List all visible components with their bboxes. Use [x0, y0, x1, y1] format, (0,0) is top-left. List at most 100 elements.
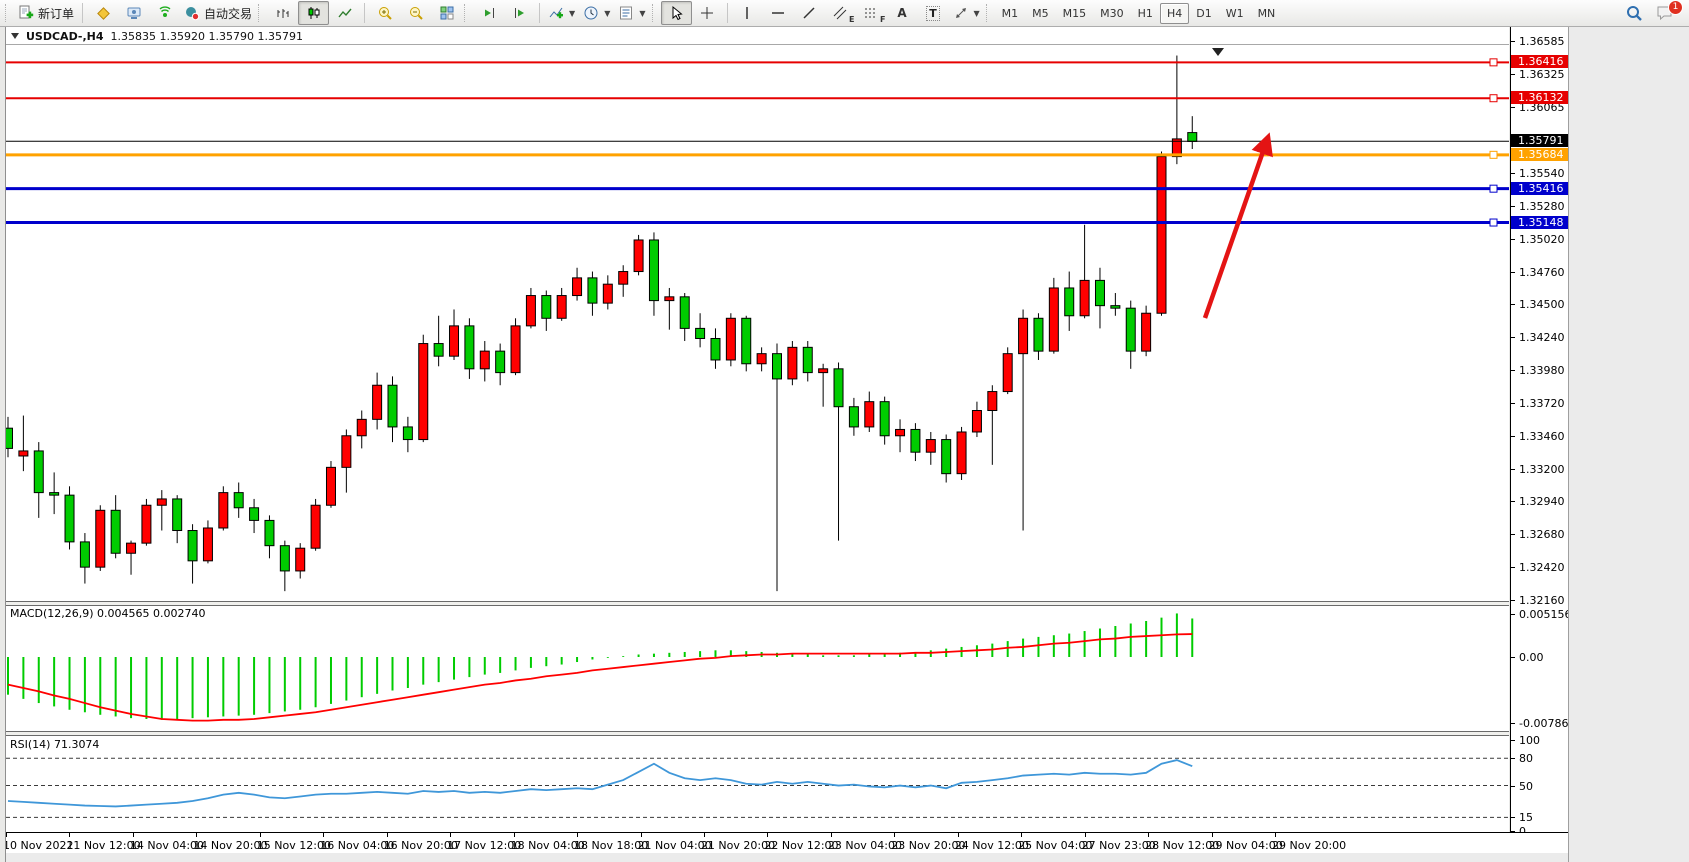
- channel-button[interactable]: E: [825, 1, 856, 25]
- timeframe-w1[interactable]: W1: [1225, 6, 1244, 20]
- templates-button[interactable]: ▼: [614, 1, 649, 25]
- time-tick: [894, 833, 896, 837]
- line-handle[interactable]: [1489, 218, 1498, 227]
- pane-separator[interactable]: [6, 731, 1509, 736]
- new-order-button[interactable]: 新订单: [14, 1, 78, 25]
- signals-button[interactable]: [149, 1, 180, 25]
- zoom-out-button[interactable]: [400, 1, 431, 25]
- tile-windows-button[interactable]: [431, 1, 462, 25]
- horizontal-line-icon: [770, 5, 786, 21]
- candlestick-chart-button[interactable]: [298, 1, 330, 25]
- autotrading-button[interactable]: 自动交易: [180, 1, 256, 25]
- timeframe-m5[interactable]: M5: [1032, 6, 1049, 20]
- chart-canvas[interactable]: MACD(12,26,9) 0.004565 0.002740 RSI(14) 7…: [6, 27, 1509, 832]
- trendline-button[interactable]: [794, 1, 825, 25]
- line-handle[interactable]: [1489, 184, 1498, 193]
- search-button[interactable]: [1618, 1, 1649, 25]
- fibonacci-icon: [863, 5, 879, 21]
- price-axis-label: 1.35280: [1519, 199, 1565, 213]
- toolbar-grip: [464, 4, 469, 22]
- dropdown-caret-icon: ▼: [569, 8, 576, 18]
- time-tick: [703, 833, 705, 837]
- virtual-hosting-button[interactable]: [118, 1, 149, 25]
- crosshair-icon: [699, 5, 715, 21]
- dropdown-caret-icon: ▼: [639, 8, 646, 18]
- line-handle[interactable]: [1489, 150, 1498, 159]
- chart-shift-marker-icon[interactable]: [1212, 48, 1224, 56]
- main-toolbar: 新订单 自动交易 ▼: [0, 0, 1689, 27]
- price-axis-label: 1.34760: [1519, 265, 1565, 279]
- macd-axis-label: 0.005156: [1519, 607, 1572, 621]
- timeframe-h1[interactable]: H1: [1137, 6, 1153, 20]
- line-handle[interactable]: [1489, 58, 1498, 67]
- rsi-axis-label: 80: [1519, 752, 1533, 766]
- axis-tick: [1511, 304, 1515, 306]
- price-axis-label: 1.32420: [1519, 561, 1565, 575]
- time-axis-label: 21 Nov 04:00: [637, 839, 712, 852]
- text-label-button[interactable]: T: [918, 1, 949, 25]
- time-tick: [577, 833, 579, 837]
- price-axis[interactable]: 1.36585 1.36325 1.36065 1.35540 1.35280 1.350…: [1510, 27, 1572, 838]
- fibonacci-letter: F: [880, 15, 886, 24]
- indicators-button[interactable]: ▼: [544, 1, 579, 25]
- pane-separator[interactable]: [6, 601, 1509, 606]
- timeframe-m1[interactable]: M1: [1001, 6, 1019, 20]
- price-axis-label: 1.36325: [1519, 67, 1565, 81]
- axis-tick: [1511, 173, 1515, 174]
- toolbar-grip: [258, 4, 263, 22]
- vertical-line-button[interactable]: [732, 1, 763, 25]
- text-button[interactable]: A: [887, 1, 918, 25]
- timeframe-mn[interactable]: MN: [1257, 6, 1276, 20]
- timeframe-h4[interactable]: H4: [1159, 2, 1190, 24]
- auto-scroll-button[interactable]: [473, 1, 504, 25]
- time-axis-label: 15 Nov 12:00: [256, 839, 331, 852]
- horizontal-line-button[interactable]: [763, 1, 794, 25]
- toolbar-grip: [985, 4, 991, 22]
- autotrading-label: 自动交易: [204, 6, 253, 21]
- price-axis-label: 1.32940: [1519, 495, 1565, 509]
- price-axis-label: 1.36585: [1519, 35, 1565, 48]
- fibonacci-button[interactable]: F: [856, 1, 887, 25]
- candlesticks[interactable]: [6, 55, 1198, 592]
- chat-button[interactable]: 1: [1649, 0, 1683, 25]
- timeframe-m15[interactable]: M15: [1062, 6, 1087, 20]
- line-handle[interactable]: [1489, 94, 1498, 103]
- macd-axis-label: -0.00786: [1519, 716, 1569, 730]
- axis-tick: [1511, 817, 1515, 819]
- time-axis-label: 22 Nov 12:00: [764, 839, 839, 852]
- price-axis-label: 1.33200: [1519, 462, 1565, 476]
- bar-chart-button[interactable]: [267, 1, 298, 25]
- rsi-axis-label: 15: [1519, 811, 1533, 825]
- line-chart-button[interactable]: [329, 1, 360, 25]
- axis-tick: [1511, 831, 1515, 832]
- price-axis-label: 1.33720: [1519, 396, 1565, 410]
- indicators-icon: [548, 5, 564, 21]
- collapse-triangle-icon[interactable]: [11, 33, 19, 39]
- chart-shift-button[interactable]: [504, 1, 535, 25]
- timeframe-m30[interactable]: M30: [1100, 6, 1124, 20]
- arrows-button[interactable]: ▼: [949, 1, 984, 25]
- timeframe-d1[interactable]: D1: [1196, 6, 1212, 20]
- time-axis-label: 28 Nov 12:00: [1145, 839, 1220, 852]
- chart-title-bar[interactable]: USDCAD-,H4 1.35835 1.35920 1.35790 1.357…: [6, 28, 1509, 45]
- axis-tick: [1511, 534, 1515, 536]
- bottom-strip: [0, 853, 1568, 862]
- metaeditor-button[interactable]: [87, 1, 118, 25]
- price-axis-label: 1.34240: [1519, 331, 1565, 345]
- periods-button[interactable]: ▼: [579, 1, 614, 25]
- time-axis-label: 17 Nov 12:00: [447, 839, 522, 852]
- vertical-line-icon: [739, 5, 755, 21]
- time-axis-label: 10 Nov 2022: [3, 839, 74, 852]
- macd-histogram: [7, 613, 1194, 720]
- zoom-in-button[interactable]: [369, 1, 400, 25]
- price-tag-1.35416: 1.35416: [1511, 181, 1568, 195]
- time-axis-label: 24 Nov 12:00: [954, 839, 1029, 852]
- crosshair-button[interactable]: [692, 1, 723, 25]
- toolbar-separator: [726, 3, 728, 23]
- rsi-axis-label: 50: [1519, 779, 1533, 793]
- time-tick: [1275, 833, 1276, 837]
- cursor-button[interactable]: [660, 1, 692, 25]
- trend-arrow[interactable]: [1202, 132, 1273, 319]
- time-axis[interactable]: 10 Nov 2022 11 Nov 12:00 14 Nov 04:00 14 No…: [0, 832, 1568, 853]
- chart-shift-icon: [512, 5, 528, 21]
